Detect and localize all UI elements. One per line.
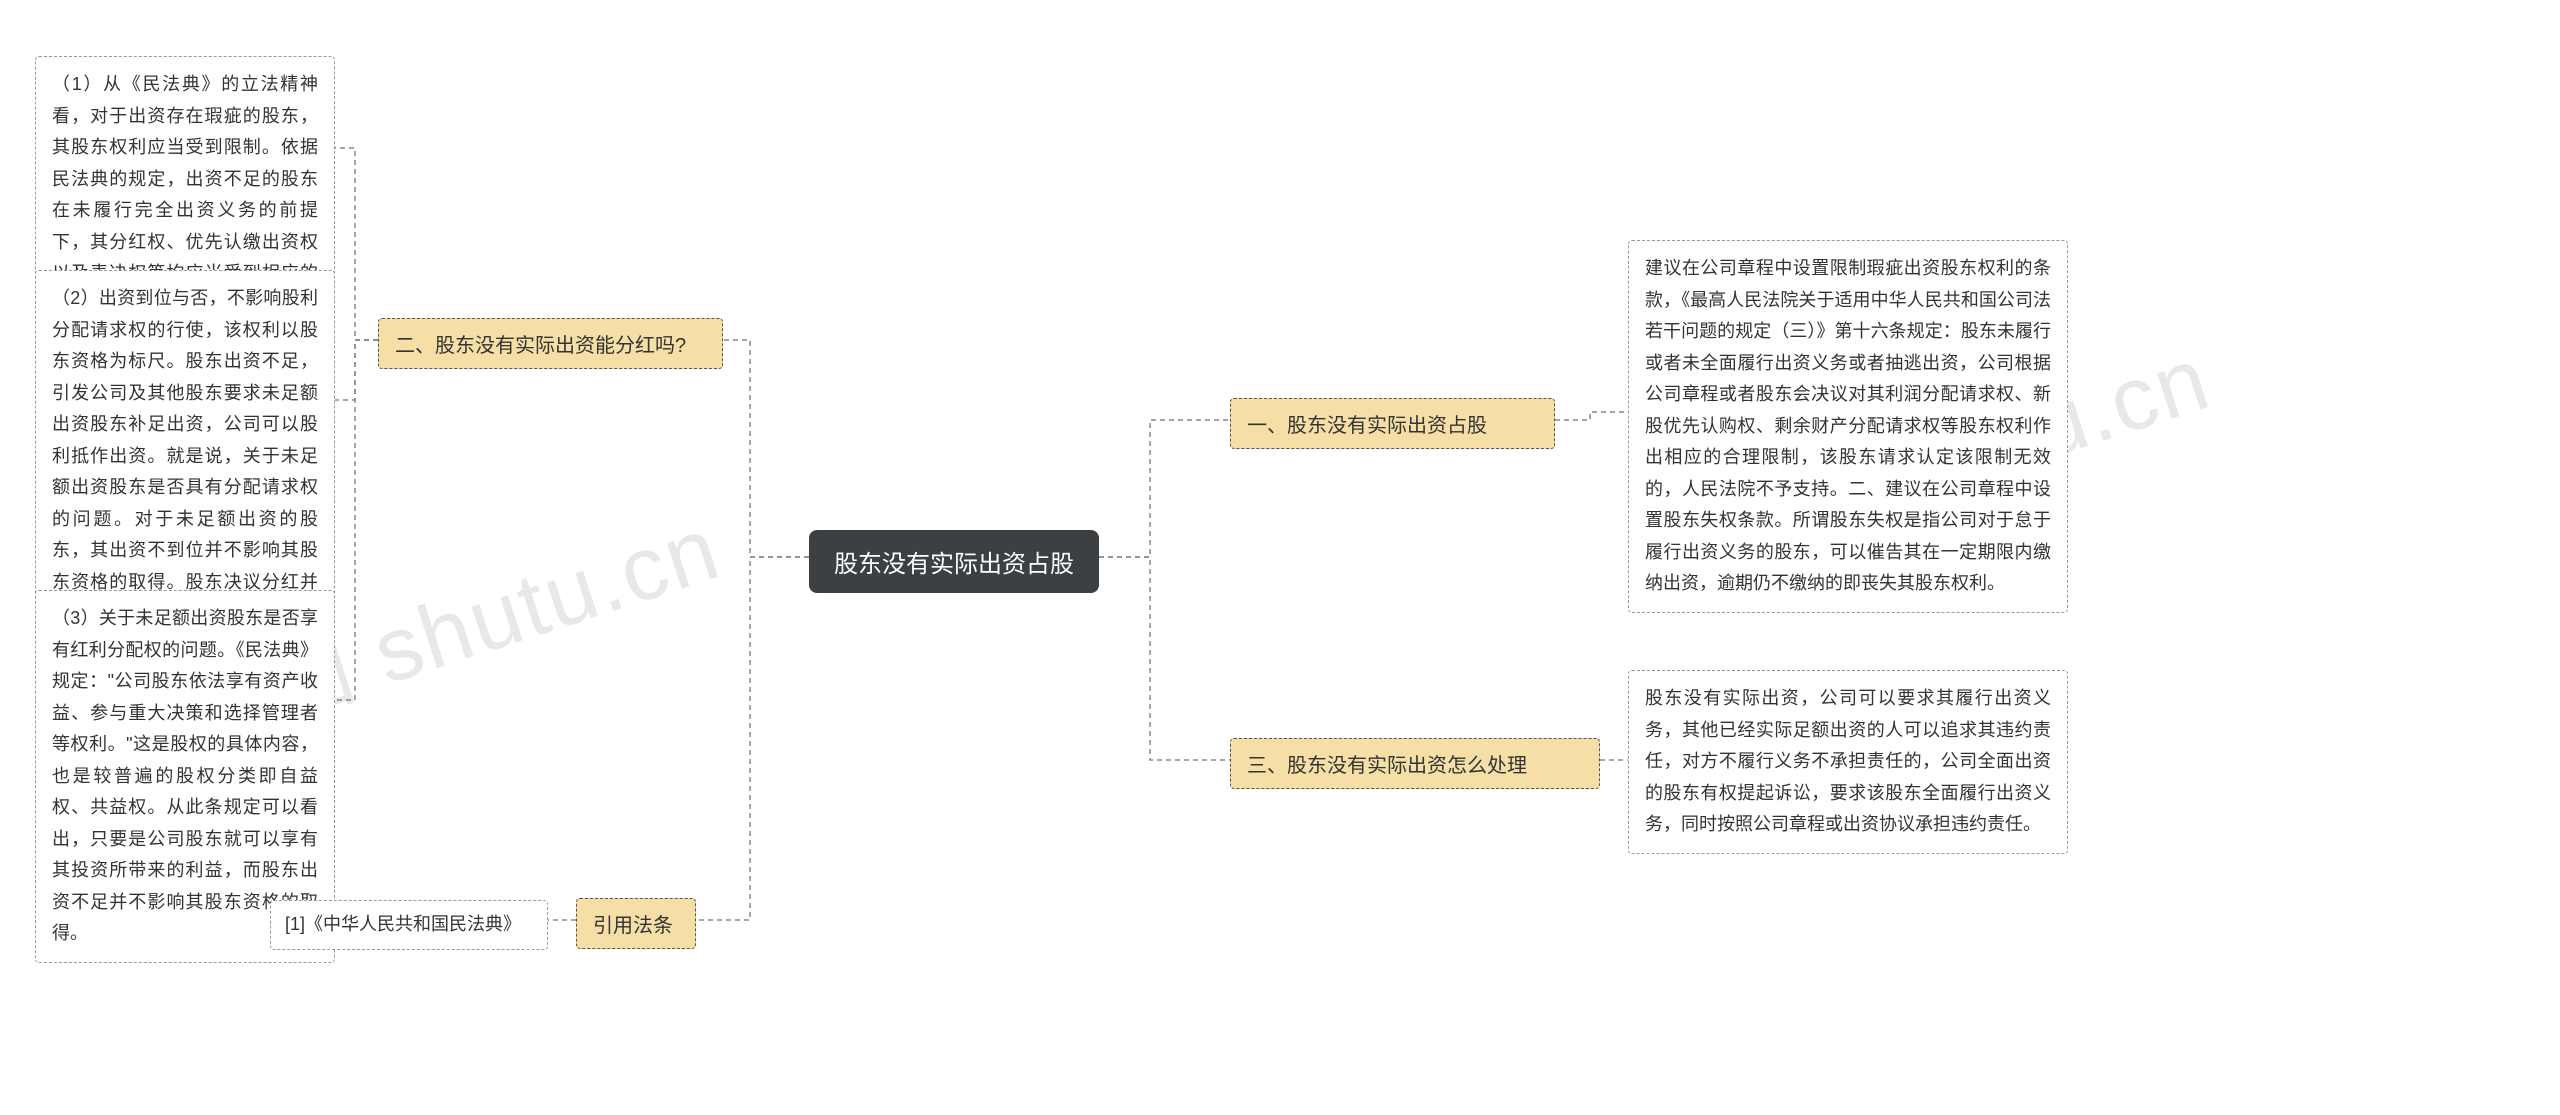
- branch-three-detail: 股东没有实际出资，公司可以要求其履行出资义务，其他已经实际足额出资的人可以追求其…: [1628, 670, 2068, 854]
- branch-law-detail: [1]《中华人民共和国民法典》: [270, 900, 548, 950]
- branch-one-detail: 建议在公司章程中设置限制瑕疵出资股东权利的条款，《最高人民法院关于适用中华人民共…: [1628, 240, 2068, 613]
- branch-law: 引用法条: [576, 898, 696, 949]
- branch-two: 二、股东没有实际出资能分红吗?: [378, 318, 723, 369]
- branch-one: 一、股东没有实际出资占股: [1230, 398, 1555, 449]
- branch-three: 三、股东没有实际出资怎么处理: [1230, 738, 1600, 789]
- root-node: 股东没有实际出资占股: [809, 530, 1099, 593]
